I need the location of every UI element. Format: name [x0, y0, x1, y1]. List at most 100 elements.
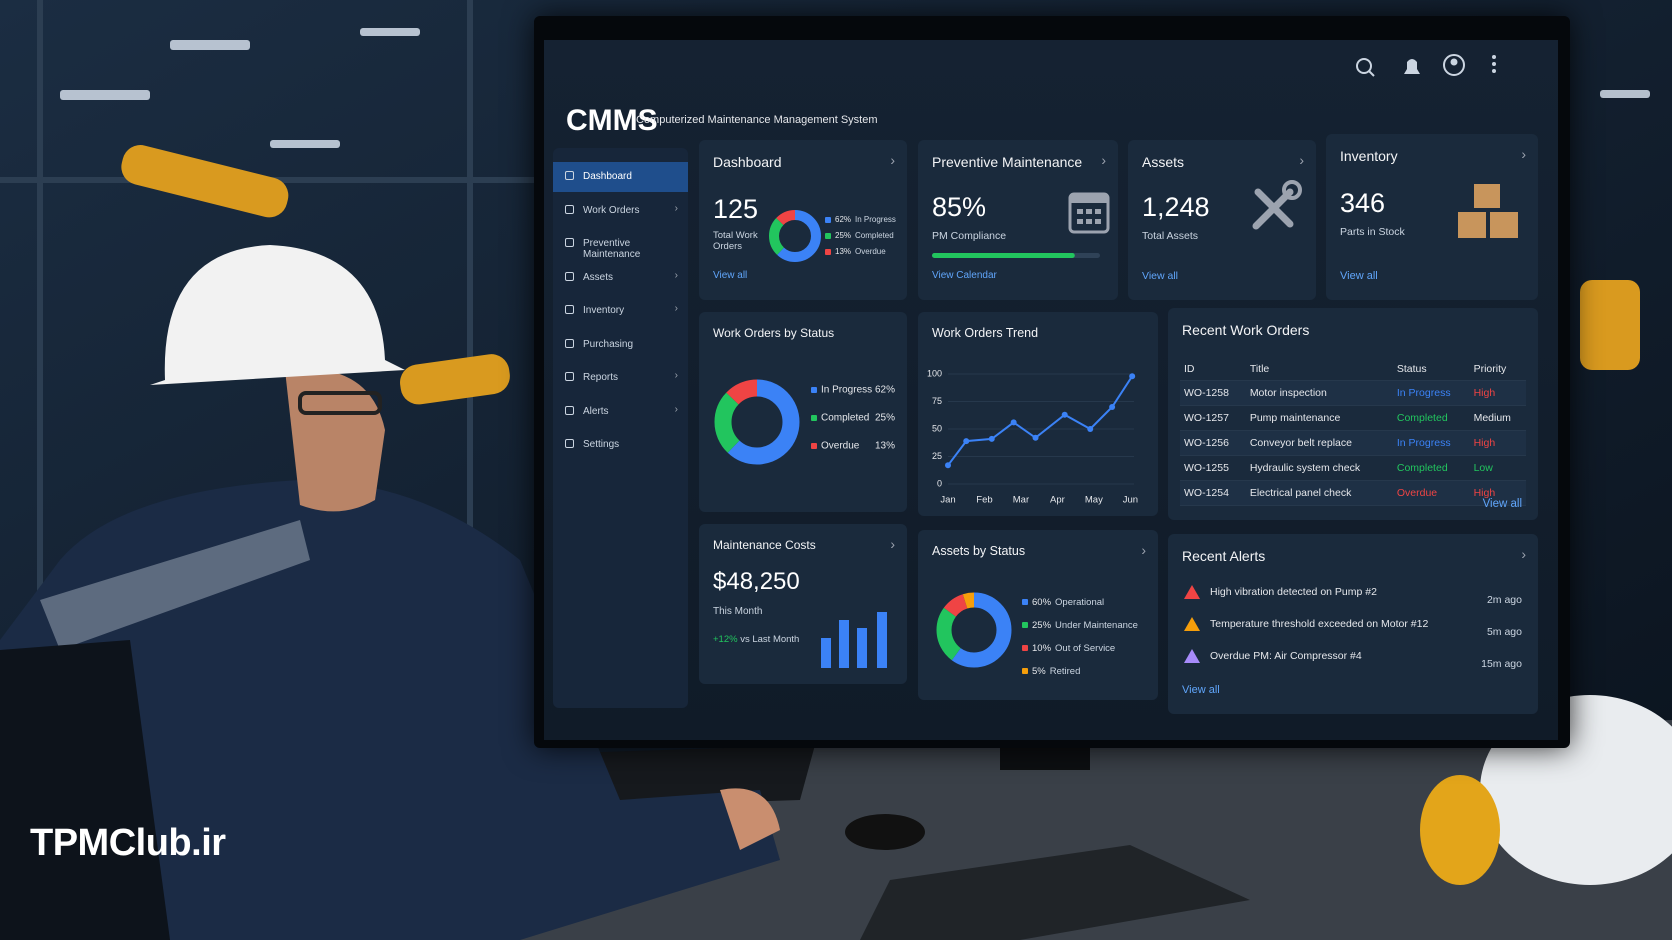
parts-in-stock: 346 — [1340, 188, 1386, 218]
card-title: Assets — [1142, 154, 1185, 170]
sidebar-item[interactable]: Assets › — [553, 263, 688, 293]
sidebar-icon — [565, 305, 574, 314]
table-row[interactable]: WO-1258 Motor inspection In Progress High — [1180, 380, 1526, 406]
toolbar-icons — [1356, 54, 1496, 77]
sidebar-item[interactable]: Settings — [553, 430, 688, 460]
sidebar-label: Dashboard — [583, 171, 632, 182]
card-title: Recent Work Orders — [1182, 322, 1310, 338]
card-title: Dashboard — [713, 154, 782, 170]
sidebar-item[interactable]: Inventory › — [553, 296, 688, 326]
alert-icon — [1184, 649, 1200, 663]
donut-segment — [769, 210, 821, 262]
donut-segment — [714, 379, 800, 465]
sidebar-icon — [565, 238, 574, 247]
card-label: Parts in Stock — [1340, 226, 1405, 238]
table-cell: WO-1254 — [1180, 480, 1246, 506]
table-cell: Medium — [1469, 405, 1526, 431]
sidebar-item[interactable]: Work Orders › — [553, 196, 688, 226]
column-header: Status — [1392, 358, 1470, 381]
legend-entry: 60% Operational — [1032, 597, 1104, 608]
view-all-link[interactable]: View all — [1142, 270, 1178, 282]
dashboard-card: Dashboard › 125 Total Work Orders View al… — [699, 140, 907, 300]
view-all-link[interactable]: View all — [713, 270, 748, 281]
x-tick-label: May — [1085, 495, 1103, 506]
alert-time: 2m ago — [1487, 594, 1522, 606]
card-title: Assets by Status — [932, 544, 1026, 558]
sidebar-icon — [565, 171, 574, 180]
legend-name: In Progress — [821, 385, 872, 396]
table-cell: WO-1258 — [1180, 380, 1246, 406]
legend-entry: 25% Under Maintenance — [1032, 620, 1138, 631]
legend-name: Out of Service — [1055, 643, 1115, 654]
progress-fill — [932, 253, 1075, 258]
cost-change: +12% vs Last Month — [713, 634, 799, 645]
account-icon[interactable] — [1443, 54, 1465, 76]
total-assets: 1,248 — [1142, 192, 1210, 222]
change-label: vs Last Month — [740, 634, 800, 645]
sidebar-icon — [565, 405, 574, 415]
legend-swatch — [811, 443, 817, 449]
alert-icon — [1184, 585, 1200, 599]
wo-status-donut: In Progress 62% Completed 25% Overdue 13% — [714, 379, 895, 465]
trend-line — [947, 375, 1134, 466]
costs-card: Maintenance Costs › $48,250 This Month +1… — [699, 524, 907, 684]
trend-chart: 0 25 50 75 100 Jan Feb Mar Apr May Jun — [927, 368, 1138, 506]
table-row[interactable]: WO-1257 Pump maintenance Completed Medium — [1180, 405, 1526, 431]
table-cell: Completed — [1392, 405, 1470, 431]
sidebar-item[interactable]: Alerts › — [553, 397, 688, 427]
table-cell: WO-1255 — [1180, 455, 1246, 481]
table-cell: WO-1256 — [1180, 430, 1246, 456]
legend-value: 25% — [1032, 620, 1052, 631]
dashboard-screen: CMMS Computerized Maintenance Management… — [544, 40, 1558, 740]
legend-value: 13% — [835, 247, 851, 256]
table-cell: Completed — [1392, 455, 1470, 481]
table-row[interactable]: WO-1255 Hydraulic system check Completed Lo… — [1180, 455, 1526, 481]
y-tick-label: 100 — [927, 368, 942, 378]
alert-text: High vibration detected on Pump #2 — [1210, 586, 1377, 598]
sidebar-icon — [565, 271, 574, 281]
legend-swatch — [825, 217, 831, 223]
legend-entry: 13% Overdue — [835, 247, 886, 256]
view-all-link[interactable]: View all — [1340, 270, 1378, 282]
watermark: TPMClub.ir — [30, 822, 226, 864]
pm-card: Preventive Maintenance › 85% PM Complianc… — [918, 140, 1118, 300]
view-calendar-link[interactable]: View Calendar — [932, 270, 997, 281]
chevron: › — [674, 269, 678, 281]
table-cell: High — [1469, 430, 1526, 456]
table-row[interactable]: WO-1256 Conveyor belt replace In Progress H… — [1180, 430, 1526, 456]
menu-icon[interactable] — [1492, 55, 1496, 73]
view-all-link[interactable]: View all — [1182, 684, 1220, 696]
legend-name: In Progress — [855, 215, 896, 224]
cost-value: $48,250 — [713, 568, 800, 595]
sidebar-item[interactable]: Preventive Maintenance — [553, 229, 688, 260]
card-label: Total Work Orders — [713, 230, 758, 252]
card-title: Preventive Maintenance — [932, 154, 1083, 170]
sidebar-item[interactable]: Dashboard — [553, 162, 688, 192]
y-tick-label: 25 — [932, 451, 942, 461]
legend-name: Completed — [855, 231, 894, 240]
alerts-list: High vibration detected on Pump #2 2m ago… — [1184, 585, 1522, 670]
donut-segment — [936, 592, 1012, 668]
recent-work-orders-card: Recent Work Orders ID Title Status Priority… — [1168, 308, 1538, 520]
trend-point — [963, 438, 970, 445]
sidebar-icon — [565, 204, 574, 214]
search-icon[interactable] — [1356, 58, 1372, 74]
sidebar-label: Preventive Maintenance — [583, 238, 641, 260]
sidebar-item[interactable]: Reports › — [553, 363, 688, 393]
legend-name: Overdue — [855, 247, 886, 256]
app-title: CMMS — [566, 104, 658, 137]
bell-icon[interactable] — [1404, 59, 1420, 74]
legend-name: Operational — [1055, 597, 1104, 608]
trend-point — [1032, 434, 1039, 441]
alert-time: 5m ago — [1487, 626, 1522, 638]
legend-value: 13% — [875, 441, 895, 452]
donut-segment — [769, 210, 821, 262]
table-row[interactable]: WO-1254 Electrical panel check Overdue High — [1180, 480, 1526, 506]
sidebar-item[interactable]: Purchasing — [553, 330, 688, 360]
x-tick-label: Jun — [1123, 495, 1138, 506]
y-tick-label: 50 — [932, 423, 942, 433]
sidebar-icon — [565, 439, 574, 448]
view-all-link[interactable]: View all — [1482, 498, 1522, 510]
assets-card: Assets › 1,248 Total Assets View all — [1128, 140, 1316, 300]
y-tick-label: 75 — [932, 396, 942, 406]
